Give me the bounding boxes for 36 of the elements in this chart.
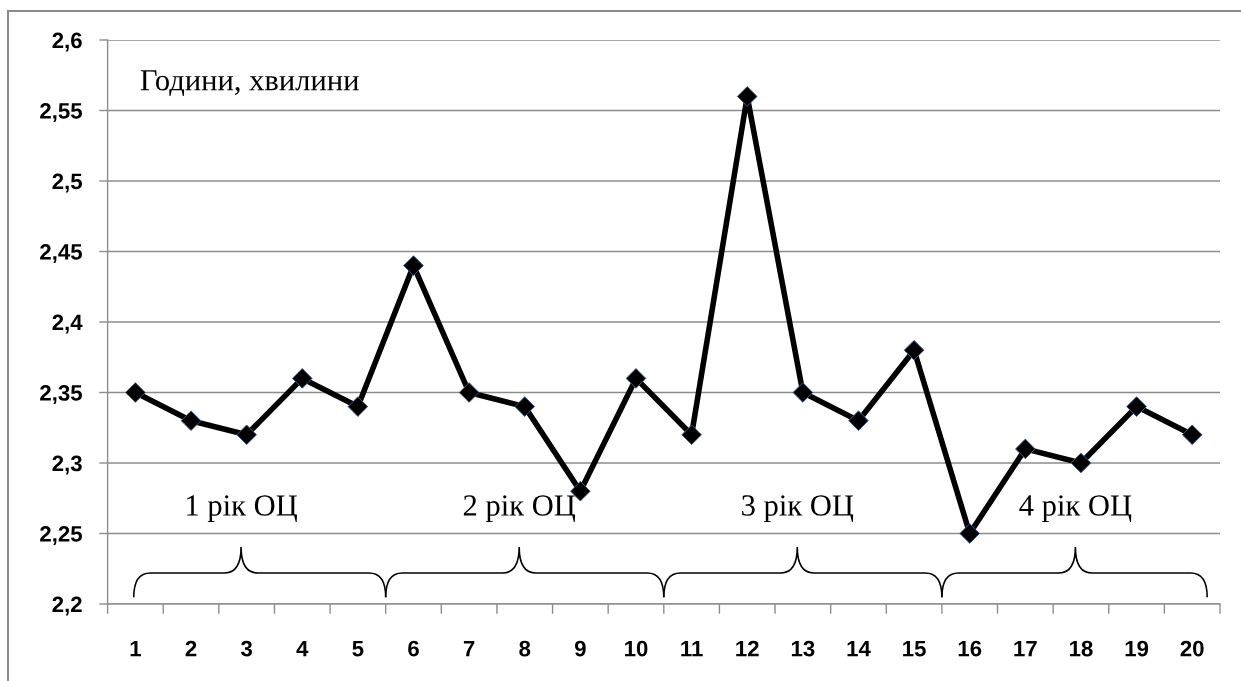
annotation: Години, хвилини bbox=[140, 70, 359, 97]
y-tick-label: 2,55 bbox=[40, 103, 82, 122]
y-tick-label: 2,35 bbox=[40, 385, 82, 404]
x-tick-label: 17 bbox=[1014, 640, 1037, 657]
x-tick-label: 1 bbox=[130, 640, 141, 657]
y-tick-label: 2,4 bbox=[52, 314, 83, 334]
x-tick-label: 3 bbox=[240, 640, 253, 657]
y-tick-label: 2,3 bbox=[52, 455, 82, 475]
annotation: 2 рік ОЦ bbox=[463, 495, 576, 522]
x-tick-label: 16 bbox=[958, 640, 982, 657]
x-tick-label: 18 bbox=[1069, 640, 1093, 657]
x-tick-label: 19 bbox=[1125, 640, 1149, 657]
annotation: 4 рік ОЦ bbox=[1019, 495, 1132, 522]
x-tick-label: 12 bbox=[736, 640, 759, 657]
x-tick-label: 2 bbox=[185, 640, 197, 657]
y-tick-label: 2,25 bbox=[40, 526, 82, 545]
x-tick-label: 11 bbox=[681, 640, 703, 657]
y-tick-label: 2,5 bbox=[52, 173, 82, 193]
x-tick-label: 8 bbox=[519, 640, 531, 657]
point bbox=[625, 368, 647, 389]
point bbox=[959, 523, 981, 544]
x-tick-label: 6 bbox=[408, 640, 419, 657]
x-tick-label: 9 bbox=[574, 640, 586, 657]
x-tick-label: 20 bbox=[1180, 640, 1204, 657]
y-tick-label: 2,6 bbox=[52, 32, 82, 52]
x-tick-label: 14 bbox=[847, 640, 871, 657]
annotation: 3 рік ОЦ bbox=[742, 495, 854, 522]
x-tick-label: 5 bbox=[352, 640, 364, 657]
y-tick-label: 2,2 bbox=[52, 596, 82, 616]
x-tick-label: 10 bbox=[625, 640, 648, 657]
x-tick-label: 7 bbox=[463, 640, 475, 657]
y-tick-label: 2,45 bbox=[40, 244, 82, 263]
x-tick-label: 13 bbox=[791, 640, 815, 657]
annotation: 1 рік ОЦ bbox=[187, 495, 297, 522]
x-tick-label: 15 bbox=[903, 640, 926, 657]
x-tick-label: 4 bbox=[296, 640, 309, 657]
